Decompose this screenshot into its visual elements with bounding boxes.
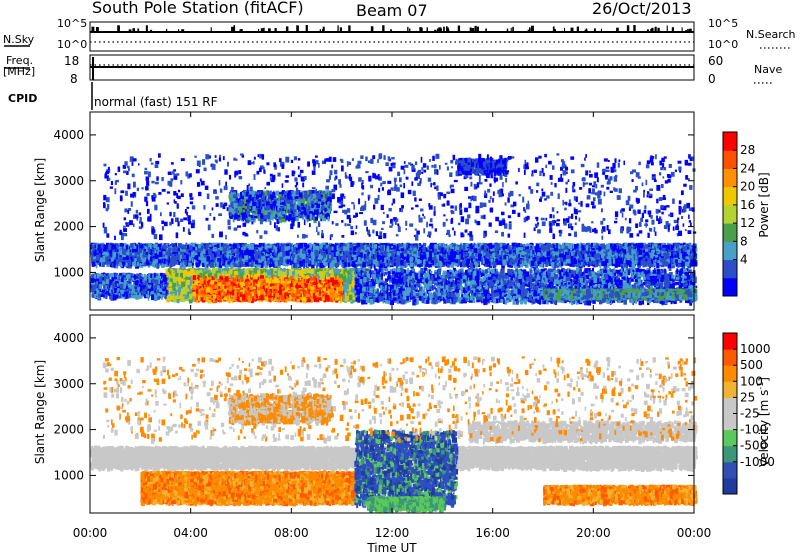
nsky-panel-frame xyxy=(90,22,694,51)
nsky-spike xyxy=(286,26,289,31)
nsky-spike xyxy=(446,28,449,31)
nsky-tick-bottom: 10^0 xyxy=(57,38,87,51)
nsky-spike xyxy=(178,29,179,31)
freq-label-bottom: [MHz] xyxy=(3,65,35,78)
nsky-spike xyxy=(96,27,99,31)
nsky-spike xyxy=(585,30,588,31)
nsky-spike xyxy=(323,27,325,31)
nsky-spike xyxy=(407,27,408,31)
nsky-spike xyxy=(434,30,436,31)
nsky-spike xyxy=(440,28,442,31)
nsky-spike xyxy=(146,25,148,31)
nsky-spike xyxy=(474,26,476,31)
nsky-spike xyxy=(443,27,445,31)
nsky-spike xyxy=(531,28,533,31)
nsky-spike xyxy=(594,28,596,31)
nsky-spike xyxy=(409,28,410,31)
nsky-spike xyxy=(507,29,508,31)
nsearch-label: N.Search xyxy=(746,28,796,41)
nsky-spike xyxy=(470,27,472,31)
nsky-spike xyxy=(577,27,579,31)
nave-tick-bottom: 0 xyxy=(708,72,716,86)
nsky-spike xyxy=(297,25,299,31)
nsky-spike xyxy=(571,28,574,31)
figure: South Pole Station (fitACF) Beam 07 26/O… xyxy=(0,0,800,554)
nsky-spike xyxy=(458,26,460,31)
nave-label: Nave xyxy=(754,63,782,76)
freq-tick-bottom: 8 xyxy=(70,72,78,86)
nsky-spike xyxy=(166,29,167,31)
nsky-spike xyxy=(553,29,556,31)
nsky-spike xyxy=(275,28,277,31)
station-title: South Pole Station (fitACF) xyxy=(92,0,304,17)
nsky-spike xyxy=(672,27,674,31)
nsky-spike xyxy=(129,29,132,31)
nsky-spike xyxy=(91,27,94,31)
nsky-spike xyxy=(601,29,602,31)
nsky-spike xyxy=(320,29,321,31)
nsky-spike xyxy=(150,30,152,31)
nsky-spike xyxy=(211,27,212,31)
nsky-spike xyxy=(616,28,619,31)
nsky-spike xyxy=(261,28,264,31)
freq-tick-top: 18 xyxy=(64,54,79,68)
cpid-text: normal (fast) 151 RF xyxy=(94,95,218,109)
nsky-spike xyxy=(268,28,271,31)
nsky-spike xyxy=(627,25,629,31)
nsky-spike xyxy=(348,25,350,31)
nsky-spike xyxy=(650,29,652,31)
nsky-spike xyxy=(657,28,659,31)
nsky-spike xyxy=(689,30,691,31)
nsky-tick-top: 10^5 xyxy=(57,17,87,30)
nsky-spike xyxy=(340,27,342,31)
nsearch-tick-bottom: 10^0 xyxy=(708,38,738,51)
nsky-spike xyxy=(682,27,683,31)
freq-trace xyxy=(90,57,694,80)
nsky-spike xyxy=(485,29,487,31)
nsky-spike xyxy=(437,29,440,31)
nsky-spike xyxy=(477,27,479,31)
nsky-spike xyxy=(181,29,184,31)
nsky-spike xyxy=(427,27,428,31)
nsky-spike xyxy=(655,27,657,31)
date-label: 26/Oct/2013 xyxy=(592,0,692,18)
nsky-label: N.Sky xyxy=(3,33,35,46)
nsky-spike xyxy=(667,26,668,31)
nsky-spike xyxy=(512,27,514,31)
nsky-spike xyxy=(685,30,687,31)
nave-tick-top: 60 xyxy=(708,54,723,68)
nsky-spike xyxy=(306,25,308,31)
nsky-spike xyxy=(687,29,689,31)
power-heatmap xyxy=(90,153,697,305)
nsky-spike xyxy=(231,27,234,31)
nsky-spike xyxy=(419,27,422,31)
cpid-label: CPID xyxy=(8,92,37,105)
nsearch-tick-top: 10^5 xyxy=(708,17,738,30)
nsky-spike xyxy=(390,29,392,31)
nsky-spike xyxy=(117,25,120,31)
nsky-spike xyxy=(564,28,565,31)
nsky-spike xyxy=(132,28,135,31)
nsky-spike xyxy=(240,30,241,31)
nsky-spike xyxy=(382,25,384,31)
beam-label: Beam 07 xyxy=(356,1,428,20)
nsky-spike xyxy=(263,28,264,31)
nsky-spike xyxy=(371,26,374,31)
nsky-spike xyxy=(337,25,338,31)
nsky-spike xyxy=(511,28,512,31)
nsky-spike xyxy=(647,29,649,31)
nsky-trace xyxy=(90,25,694,42)
nsky-spike xyxy=(234,25,235,31)
nsky-spike xyxy=(258,29,259,31)
nsky-spike xyxy=(528,30,530,31)
nsky-spike xyxy=(137,28,139,31)
nsky-spike xyxy=(471,28,474,31)
nsky-spike xyxy=(633,25,635,31)
